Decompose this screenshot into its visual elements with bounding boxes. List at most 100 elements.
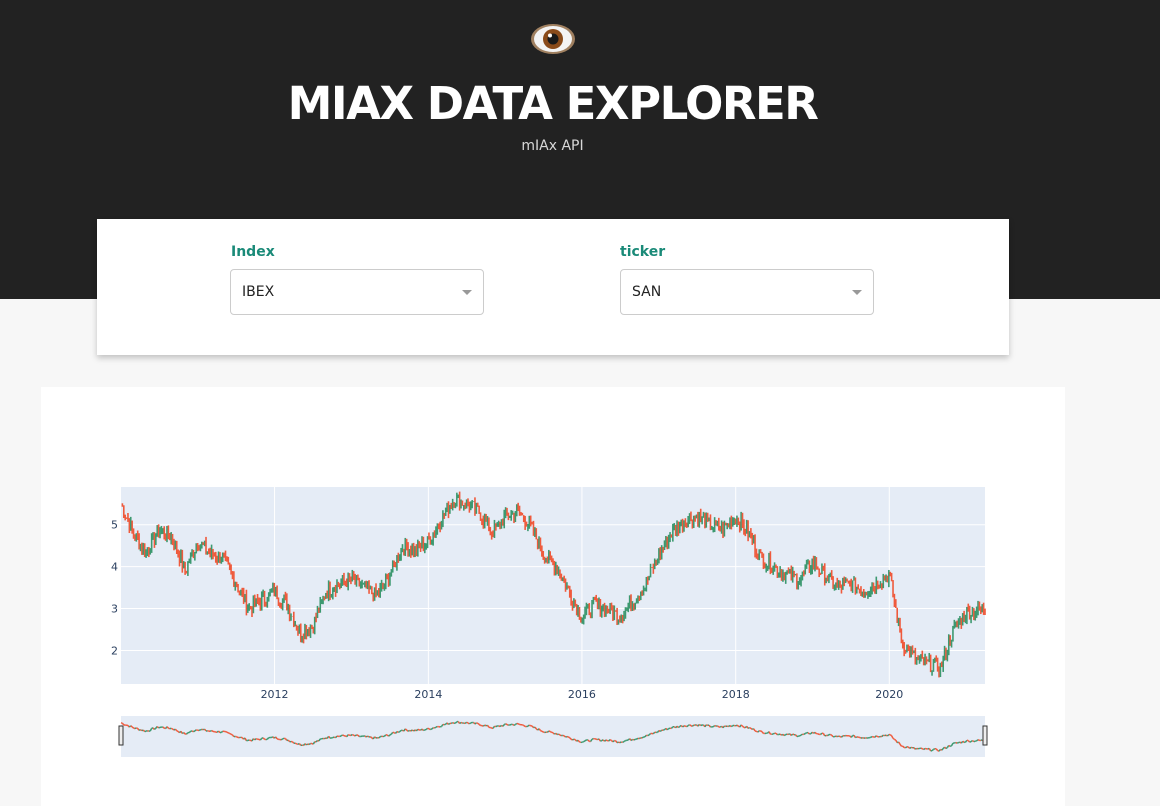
range-slider-line [923,747,926,751]
range-slider-line [676,725,679,729]
range-slider-line [272,736,275,739]
range-slider-line [589,738,593,742]
range-slider-line [591,737,594,740]
range-slider-line [230,733,233,736]
range-slider-line [907,746,911,749]
price-chart[interactable]: 2 3 4 5 2012 2014 2016 2018 2020 [41,387,1065,806]
range-slider-handle[interactable] [118,725,124,746]
range-slider-line [389,733,392,736]
range-slider-line [318,738,321,742]
range-slider-line [294,742,297,745]
ticker-dropdown[interactable]: SAN [620,269,874,315]
range-slider-line [656,730,660,733]
range-slider-line [333,736,336,739]
range-slider-line [615,740,618,744]
range-slider-line [454,721,458,724]
range-slider-line [573,738,576,741]
range-slider-line [875,735,879,738]
range-slider-line [446,722,450,725]
range-slider-line [927,747,930,750]
range-slider-line [467,722,470,725]
range-slider-line [583,740,586,743]
range-slider-line [378,736,381,739]
range-slider-line [345,735,348,738]
range-slider-line [567,736,571,739]
range-slider-line [258,738,261,741]
range-slider-line [492,725,496,729]
range-slider-line [576,739,579,742]
range-slider-line [677,725,681,729]
range-slider-line [369,736,373,739]
range-slider-line [973,740,976,743]
range-slider-line [144,730,147,733]
range-slider-line [885,734,888,737]
range-slider-line [980,739,983,742]
range-slider-line [598,738,602,742]
range-slider-line [174,728,178,732]
range-slider-line [604,739,607,742]
range-slider-line [255,737,258,740]
range-slider-line [262,737,266,740]
range-slider-line [459,721,462,725]
range-slider-line [421,728,424,731]
range-slider-line [383,734,387,737]
range-slider-line [478,723,482,727]
range-slider-line [827,733,830,737]
range-slider-line [138,728,141,732]
range-slider-line [944,746,947,750]
range-slider-line [517,723,520,726]
range-slider-line [538,728,542,732]
range-slider-line [177,730,181,734]
range-slider-line [670,726,674,729]
index-dropdown[interactable]: IBEX [230,269,484,315]
range-slider-line [388,734,391,737]
range-slider-handle[interactable] [982,725,988,746]
range-slider-line [666,727,670,731]
range-slider-line [340,734,344,737]
range-slider-line [552,732,555,735]
range-slider-line [682,725,685,728]
range-slider-line [271,736,274,739]
range-slider-line [435,725,438,728]
range-slider-line [886,734,890,737]
range-slider-line [800,733,803,736]
range-slider-line [399,729,402,733]
range-slider-line [630,738,633,742]
range-slider-line [528,724,532,727]
range-slider-line [962,740,965,743]
range-slider-line [964,739,968,743]
range-slider-line [342,734,345,737]
range-slider-line [838,735,841,738]
range-slider-line [287,739,291,743]
range-slider-line [716,725,720,728]
range-slider-line [328,735,331,739]
controls-card: Index IBEX ticker SAN [97,219,1009,355]
range-slider-line [807,732,810,735]
range-slider-line [231,734,235,738]
range-slider-line [211,729,214,733]
range-slider-line [831,734,834,738]
range-slider-line [183,732,186,735]
range-slider-line [325,737,328,740]
range-slider-line [482,724,486,727]
y-tick-label: 4 [111,561,118,574]
range-slider-line [298,743,302,746]
range-slider-line [680,724,684,728]
range-slider-line [121,722,125,726]
page-subtitle: mIAx API [521,138,584,154]
range-slider-line [469,722,472,725]
chevron-down-icon [852,290,862,295]
range-slider-line [855,736,858,739]
range-slider-line [297,742,300,745]
range-slider-line [173,728,176,731]
range-slider-line [308,742,311,746]
x-tick-label: 2020 [875,688,903,701]
range-slider-line [949,745,952,748]
range-slider-line [870,735,873,739]
range-slider-line [584,739,587,742]
range-slider-line [563,735,567,738]
range-slider-line [574,739,578,742]
range-slider-line [534,726,537,730]
range-slider-line [133,727,136,730]
range-slider-line [689,724,692,727]
